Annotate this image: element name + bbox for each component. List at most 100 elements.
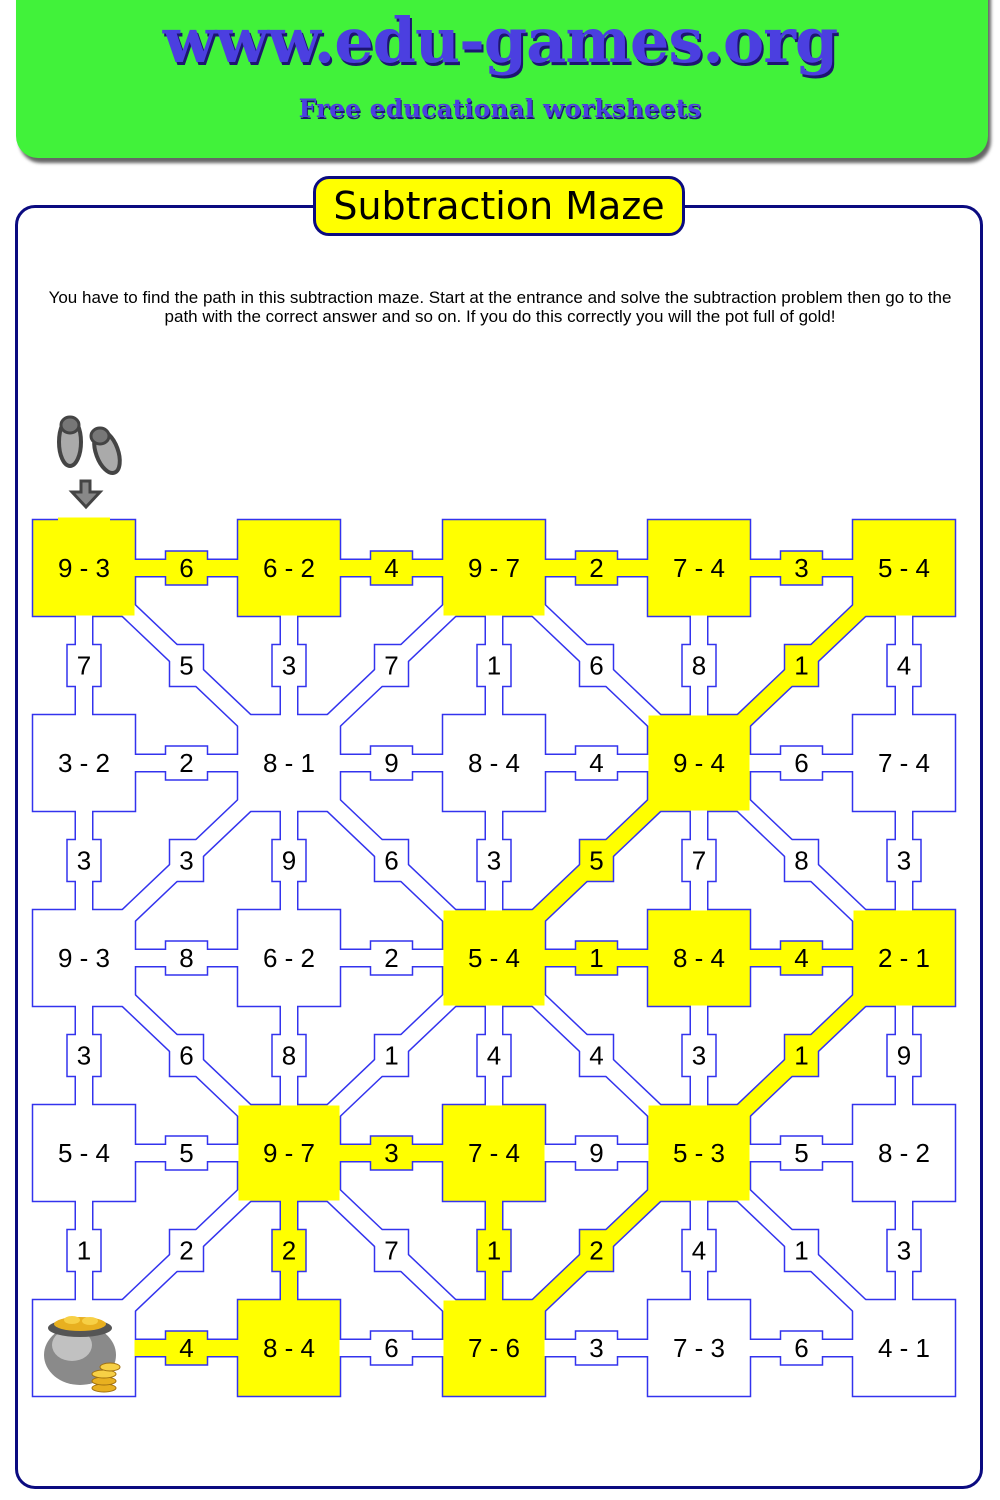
answer-text[interactable]: 6 xyxy=(179,553,193,583)
problem-box-fill xyxy=(443,910,545,1006)
problem-text[interactable]: 8 - 4 xyxy=(263,1333,315,1363)
problem-text[interactable]: 7 - 6 xyxy=(468,1333,520,1363)
answer-text[interactable]: 4 xyxy=(897,651,911,681)
answer-link-fill xyxy=(478,840,510,881)
answer-text[interactable]: 3 xyxy=(282,651,296,681)
answer-text[interactable]: 3 xyxy=(794,553,808,583)
answer-link-fill xyxy=(68,1230,100,1271)
answer-link-fill xyxy=(273,645,305,686)
answer-text[interactable]: 1 xyxy=(384,1041,398,1071)
answer-text[interactable]: 1 xyxy=(589,943,603,973)
problem-text[interactable]: 2 - 1 xyxy=(878,943,930,973)
problem-text[interactable]: 6 - 2 xyxy=(263,943,315,973)
problem-text[interactable]: 9 - 4 xyxy=(673,748,725,778)
answer-text[interactable]: 7 xyxy=(692,846,706,876)
answer-text[interactable]: 3 xyxy=(589,1333,603,1363)
answer-text[interactable]: 7 xyxy=(77,651,91,681)
answer-text[interactable]: 2 xyxy=(589,553,603,583)
answer-text[interactable]: 8 xyxy=(794,846,808,876)
answer-text[interactable]: 9 xyxy=(589,1138,603,1168)
footprints-arrow-down-icon xyxy=(57,415,122,510)
answer-text[interactable]: 3 xyxy=(77,846,91,876)
answer-text[interactable]: 3 xyxy=(897,1236,911,1266)
problem-text[interactable]: 8 - 1 xyxy=(263,748,315,778)
answer-link-fill xyxy=(273,1035,305,1076)
problem-box-fill xyxy=(33,520,135,616)
answer-text[interactable]: 8 xyxy=(282,1041,296,1071)
answer-text[interactable]: 1 xyxy=(487,1236,501,1266)
problem-text[interactable]: 9 - 3 xyxy=(58,553,110,583)
answer-text[interactable]: 6 xyxy=(179,1041,193,1071)
answer-text[interactable]: 6 xyxy=(794,1333,808,1363)
problem-text[interactable]: 7 - 4 xyxy=(878,748,930,778)
answer-text[interactable]: 7 xyxy=(384,1236,398,1266)
problem-text[interactable]: 9 - 7 xyxy=(468,553,520,583)
answer-link-fill xyxy=(166,942,207,974)
answer-text[interactable]: 5 xyxy=(794,1138,808,1168)
answer-text[interactable]: 3 xyxy=(897,846,911,876)
answer-text[interactable]: 6 xyxy=(384,1333,398,1363)
problem-box-fill xyxy=(443,520,545,616)
problem-text[interactable]: 5 - 4 xyxy=(58,1138,110,1168)
answer-text[interactable]: 3 xyxy=(692,1041,706,1071)
problem-text[interactable]: 5 - 4 xyxy=(468,943,520,973)
problem-text[interactable]: 8 - 4 xyxy=(673,943,725,973)
problem-text[interactable]: 7 - 4 xyxy=(673,553,725,583)
answer-text[interactable]: 3 xyxy=(179,846,193,876)
problem-text[interactable]: 5 - 3 xyxy=(673,1138,725,1168)
answer-text[interactable]: 1 xyxy=(794,1041,808,1071)
answer-text[interactable]: 1 xyxy=(487,651,501,681)
answer-text[interactable]: 8 xyxy=(179,943,193,973)
answer-text[interactable]: 4 xyxy=(794,943,808,973)
answer-text[interactable]: 2 xyxy=(282,1236,296,1266)
problem-box-fill xyxy=(853,1300,955,1396)
problem-text[interactable]: 9 - 3 xyxy=(58,943,110,973)
answer-text[interactable]: 4 xyxy=(179,1333,193,1363)
answer-text[interactable]: 2 xyxy=(179,1236,193,1266)
answer-text[interactable]: 2 xyxy=(384,943,398,973)
answer-text[interactable]: 4 xyxy=(589,1041,603,1071)
answer-text[interactable]: 1 xyxy=(794,651,808,681)
problem-box-fill xyxy=(648,1300,750,1396)
problem-text[interactable]: 3 - 2 xyxy=(58,748,110,778)
answer-link-fill xyxy=(576,552,617,584)
answer-text[interactable]: 9 xyxy=(282,846,296,876)
answer-text[interactable]: 3 xyxy=(77,1041,91,1071)
answer-text[interactable]: 9 xyxy=(384,748,398,778)
problem-text[interactable]: 7 - 3 xyxy=(673,1333,725,1363)
answer-text[interactable]: 2 xyxy=(589,1236,603,1266)
problem-text[interactable]: 5 - 4 xyxy=(878,553,930,583)
site-title[interactable]: www.edu-games.org xyxy=(162,4,839,77)
answer-text[interactable]: 9 xyxy=(897,1041,911,1071)
answer-text[interactable]: 4 xyxy=(487,1041,501,1071)
answer-link-fill xyxy=(888,645,920,686)
problem-text[interactable]: 4 - 1 xyxy=(878,1333,930,1363)
pot-of-gold-icon xyxy=(44,1316,121,1393)
answer-text[interactable]: 4 xyxy=(384,553,398,583)
answer-text[interactable]: 4 xyxy=(589,748,603,778)
answer-text[interactable]: 2 xyxy=(179,748,193,778)
answer-text[interactable]: 6 xyxy=(589,651,603,681)
answer-text[interactable]: 8 xyxy=(692,651,706,681)
answer-text[interactable]: 3 xyxy=(384,1138,398,1168)
problem-text[interactable]: 9 - 7 xyxy=(263,1138,315,1168)
answer-text[interactable]: 5 xyxy=(589,846,603,876)
problem-text[interactable]: 6 - 2 xyxy=(263,553,315,583)
answer-text[interactable]: 6 xyxy=(794,748,808,778)
answer-text[interactable]: 5 xyxy=(179,1138,193,1168)
problem-box-fill xyxy=(443,1300,545,1396)
answer-link-fill xyxy=(683,1035,715,1076)
answer-text[interactable]: 5 xyxy=(179,651,193,681)
answer-text[interactable]: 4 xyxy=(692,1236,706,1266)
answer-text[interactable]: 7 xyxy=(384,651,398,681)
answer-link-fill xyxy=(576,747,617,779)
answer-text[interactable]: 1 xyxy=(794,1236,808,1266)
problem-box-fill xyxy=(238,1300,340,1396)
problem-text[interactable]: 8 - 4 xyxy=(468,748,520,778)
answer-text[interactable]: 6 xyxy=(384,846,398,876)
problem-text[interactable]: 8 - 2 xyxy=(878,1138,930,1168)
answer-text[interactable]: 1 xyxy=(77,1236,91,1266)
problem-text[interactable]: 7 - 4 xyxy=(468,1138,520,1168)
answer-text[interactable]: 3 xyxy=(487,846,501,876)
